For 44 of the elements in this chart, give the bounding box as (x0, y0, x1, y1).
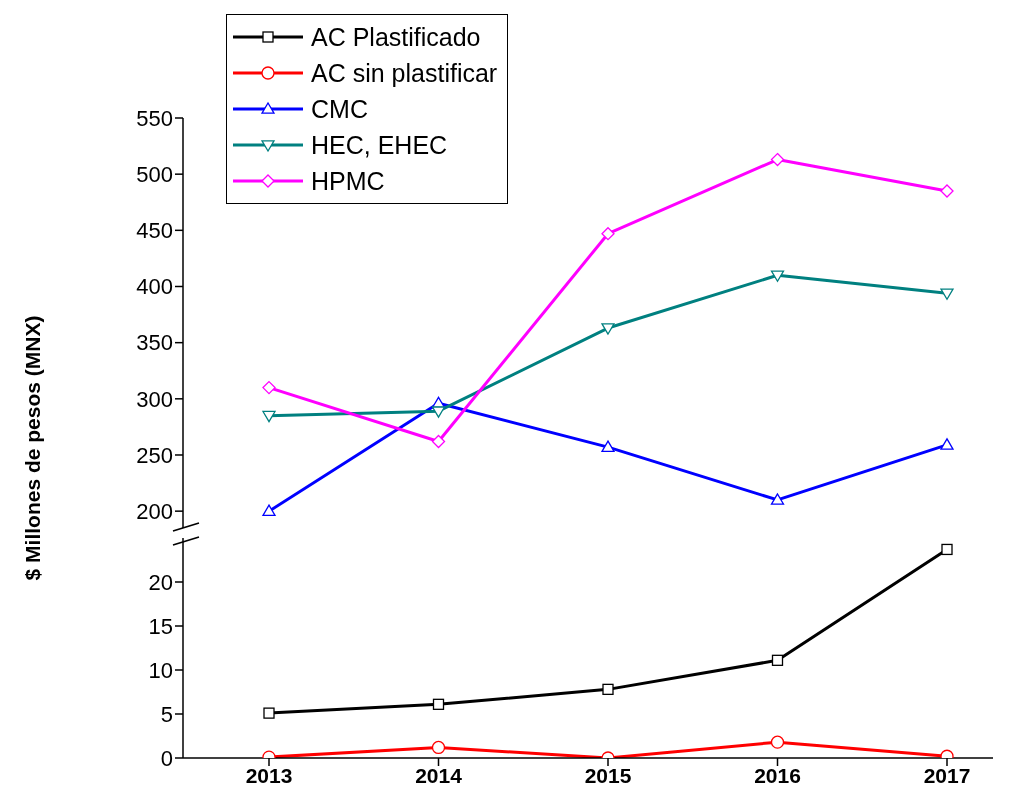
y-tick-label: 0 (160, 745, 173, 771)
point (940, 288, 954, 300)
y-tick-label: 250 (136, 442, 173, 468)
point (770, 735, 785, 749)
legend-label: AC sin plastificar (311, 58, 498, 88)
point (262, 504, 276, 516)
point (601, 227, 615, 241)
y-axis-title: $ Millones de pesos (MNX) (21, 315, 45, 581)
legend-label: CMC (311, 94, 368, 124)
y-tick-label: 200 (136, 498, 173, 524)
point (941, 543, 953, 556)
legend-label: AC Plastificado (311, 22, 481, 52)
y-tick-label: 400 (136, 274, 173, 300)
y-tick-label: 5 (160, 701, 173, 727)
point (940, 438, 954, 450)
y-tick-label: 15 (148, 613, 173, 639)
y-tick-label: 300 (136, 386, 173, 412)
point (432, 698, 445, 710)
x-tick-label: 2017 (923, 763, 971, 787)
point (770, 270, 785, 282)
point (770, 493, 785, 505)
y-tick-label: 350 (136, 330, 173, 356)
point (602, 683, 614, 696)
point (601, 440, 615, 452)
legend-label: HEC, EHEC (311, 130, 448, 160)
point (262, 410, 276, 423)
point (431, 740, 446, 755)
point (771, 654, 784, 666)
x-tick-label: 2014 (415, 763, 463, 787)
point (431, 434, 446, 449)
x-tick-label: 2015 (584, 763, 632, 787)
point (601, 323, 615, 335)
y-tick-label: 10 (148, 657, 173, 683)
y-tick-label: 20 (148, 569, 173, 595)
x-tick-label: 2016 (754, 763, 801, 787)
point (262, 380, 276, 395)
y-tick-label: 550 (136, 105, 173, 131)
x-tick-label: 2013 (245, 763, 293, 787)
point (431, 406, 446, 418)
y-tick-label: 500 (136, 161, 173, 187)
point (770, 152, 785, 167)
legend-label: HPMC (311, 166, 385, 196)
point (263, 707, 275, 719)
y-tick-label: 450 (136, 218, 173, 244)
